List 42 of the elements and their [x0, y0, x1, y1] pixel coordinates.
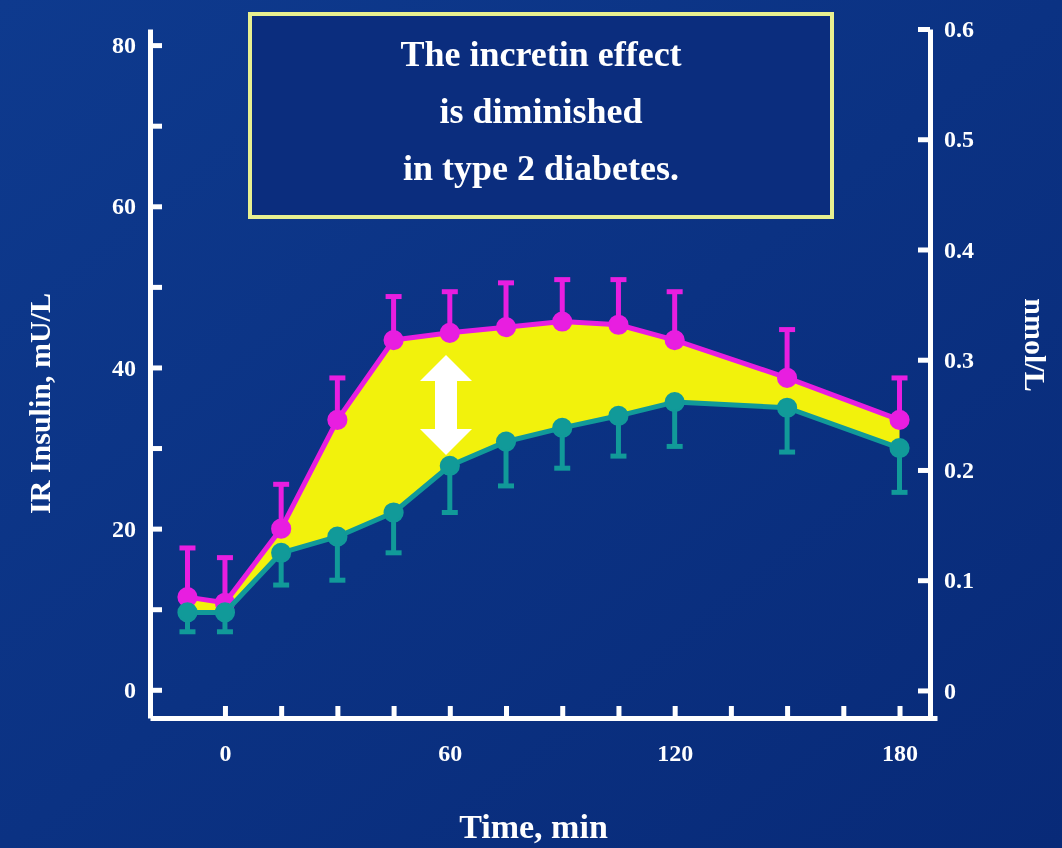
- point: [664, 329, 685, 351]
- point: [608, 405, 629, 426]
- point: [327, 409, 348, 430]
- point: [439, 455, 460, 476]
- point: [495, 317, 517, 338]
- x-tick-label: 0: [219, 740, 232, 767]
- point: [177, 602, 198, 623]
- y2-tick-label: 0.2: [944, 457, 974, 484]
- x-axis-title: Time, min: [459, 808, 608, 845]
- point: [439, 322, 460, 343]
- point: [777, 397, 798, 418]
- text: The incretin effect is diminished in type 2 diabetes.: [400, 34, 682, 188]
- point: [777, 367, 798, 389]
- y2-tick-label: 0.3: [944, 346, 974, 373]
- point: [271, 542, 292, 563]
- point: [271, 518, 292, 539]
- y-tick-label: 0: [124, 676, 136, 703]
- y2-tick-label: 0.1: [944, 567, 974, 594]
- point: [552, 417, 573, 438]
- y-axis-title: IR Insulin, mU/L: [23, 293, 56, 514]
- point: [383, 502, 404, 523]
- point: [889, 437, 910, 459]
- x-tick-label: 180: [882, 740, 919, 767]
- y-tick-label: 80: [112, 32, 136, 59]
- y-tick-label: 20: [112, 515, 136, 542]
- y2-axis-title: nmol/L: [1019, 298, 1052, 392]
- y-tick-label: 60: [112, 193, 136, 220]
- point: [552, 311, 573, 332]
- point: [383, 329, 404, 351]
- x-tick-label: 120: [657, 740, 694, 767]
- y2-tick-label: 0.4: [944, 236, 974, 263]
- point: [214, 602, 236, 623]
- point: [889, 409, 910, 430]
- point: [608, 314, 629, 335]
- point: [664, 392, 685, 413]
- point: [495, 431, 517, 452]
- point: [327, 526, 348, 547]
- y2-tick-label: 0.5: [944, 126, 974, 153]
- y-tick-label: 40: [112, 354, 136, 381]
- x-tick-label: 60: [438, 740, 463, 767]
- y2-tick-label: 0.6: [944, 16, 974, 43]
- y2-tick-label: 0: [944, 677, 956, 704]
